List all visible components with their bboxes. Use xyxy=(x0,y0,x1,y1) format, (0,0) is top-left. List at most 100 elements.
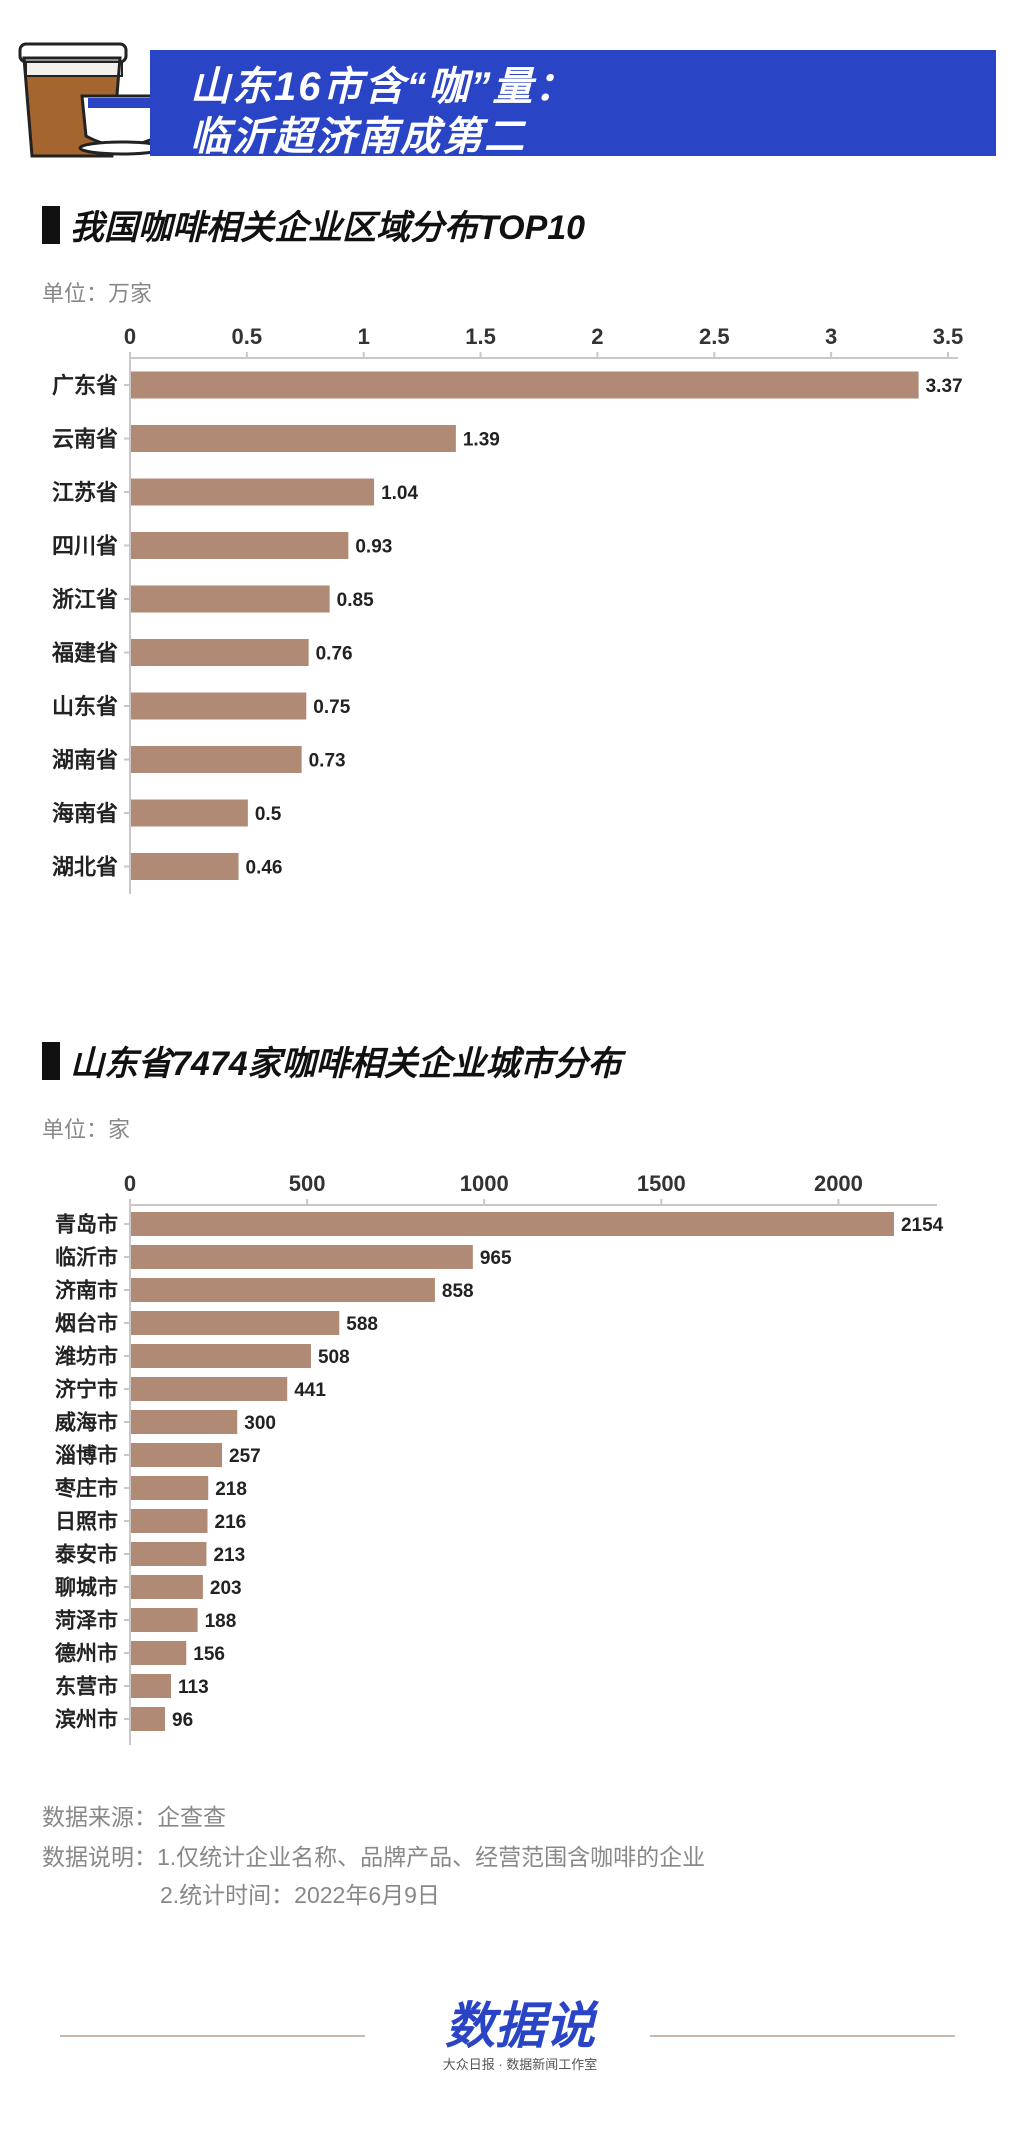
section1-title: 我国咖啡相关企业区域分布TOP10 xyxy=(42,200,585,249)
bar xyxy=(131,532,349,559)
data-source: 数据来源：企查查 xyxy=(42,1804,226,1830)
bar xyxy=(131,478,375,506)
data-label: 213 xyxy=(213,1545,245,1566)
data-label: 0.85 xyxy=(337,590,374,611)
category-label: 江苏省 xyxy=(52,480,118,505)
bar xyxy=(131,1608,198,1632)
category-label: 山东省 xyxy=(52,694,118,719)
category-label: 浙江省 xyxy=(52,587,118,612)
bar xyxy=(131,1509,208,1533)
data-label: 216 xyxy=(215,1512,247,1533)
bar xyxy=(131,1476,209,1500)
category-label: 枣庄市 xyxy=(54,1477,118,1501)
x-tick-label: 2000 xyxy=(814,1171,863,1196)
brand-logo: 数据说 大众日报 · 数据新闻工作室 xyxy=(430,1998,610,2073)
bar xyxy=(131,1344,311,1368)
bar xyxy=(131,585,330,613)
coffee-cup-icon xyxy=(18,42,178,158)
data-label: 0.46 xyxy=(246,857,283,878)
data-label: 300 xyxy=(244,1413,276,1434)
x-tick-label: 0 xyxy=(124,324,136,349)
bar xyxy=(131,799,248,827)
section1-unit: 单位：万家 xyxy=(42,281,153,306)
bar xyxy=(131,1707,166,1731)
data-label: 0.5 xyxy=(255,804,282,825)
bar xyxy=(131,1245,473,1269)
page-title-line2: 临沂超济南成第二 xyxy=(190,115,526,159)
data-label: 188 xyxy=(205,1611,237,1632)
x-tick-label: 3 xyxy=(825,324,837,349)
category-label: 海南省 xyxy=(52,801,118,826)
category-label: 福建省 xyxy=(51,640,118,665)
x-tick-label: 1000 xyxy=(460,1171,509,1196)
data-label: 588 xyxy=(346,1314,378,1335)
bar xyxy=(131,639,309,666)
title-banner: 山东16市含“咖”量： 临沂超济南成第二 xyxy=(150,50,996,159)
x-tick-label: 0.5 xyxy=(232,324,263,349)
x-tick-label: 2.5 xyxy=(699,324,730,349)
data-label: 3.37 xyxy=(926,376,963,397)
x-tick-label: 3.5 xyxy=(933,324,964,349)
data-label: 113 xyxy=(178,1677,209,1698)
bar xyxy=(131,1212,894,1236)
category-label: 烟台市 xyxy=(55,1312,118,1336)
data-label: 508 xyxy=(318,1347,350,1368)
category-label: 德州市 xyxy=(55,1642,118,1666)
bar xyxy=(131,1575,203,1599)
bar xyxy=(131,1674,172,1698)
data-label: 218 xyxy=(215,1479,247,1500)
section-marker xyxy=(42,1041,60,1080)
x-tick-label: 1.5 xyxy=(465,324,496,349)
data-label: 0.75 xyxy=(313,697,350,718)
data-label: 1.04 xyxy=(381,483,418,504)
category-label: 广东省 xyxy=(52,373,118,398)
x-tick-label: 1500 xyxy=(637,1171,686,1196)
section2-unit: 单位：家 xyxy=(42,1117,131,1142)
bar xyxy=(131,746,302,773)
data-label: 0.76 xyxy=(316,643,353,664)
section1-title-text: 我国咖啡相关企业区域分布TOP10 xyxy=(70,209,586,247)
section2-title: 山东省7474家咖啡相关企业城市分布 xyxy=(42,1036,622,1085)
data-label: 0.73 xyxy=(309,750,346,771)
bar xyxy=(131,1278,435,1302)
category-label: 聊城市 xyxy=(55,1576,118,1600)
data-label: 203 xyxy=(210,1578,242,1599)
data-label: 2154 xyxy=(901,1215,944,1236)
logo-subtitle: 大众日报 · 数据新闻工作室 xyxy=(442,2057,598,2072)
page-title-line1: 山东16市含“咖”量： xyxy=(190,65,577,109)
section-marker xyxy=(42,205,60,244)
bar xyxy=(131,371,919,399)
category-label: 潍坊市 xyxy=(55,1345,118,1369)
data-label: 156 xyxy=(193,1644,225,1665)
logo-text: 数据说 xyxy=(445,1998,595,2054)
data-label: 441 xyxy=(294,1380,326,1401)
bar xyxy=(131,1641,187,1665)
bar xyxy=(131,1377,288,1401)
data-note-line1: 数据说明：1.仅统计企业名称、品牌产品、经营范围含咖啡的企业 xyxy=(42,1844,706,1870)
category-label: 泰安市 xyxy=(54,1543,118,1567)
data-label: 858 xyxy=(442,1281,474,1302)
category-label: 四川省 xyxy=(52,533,118,558)
x-tick-label: 0 xyxy=(124,1171,136,1196)
category-label: 菏泽市 xyxy=(55,1609,118,1633)
category-label: 临沂市 xyxy=(55,1246,118,1270)
x-tick-label: 1 xyxy=(358,324,370,349)
category-label: 淄博市 xyxy=(55,1444,118,1468)
footer-divider-right xyxy=(650,2035,955,2037)
data-label: 0.93 xyxy=(355,536,392,557)
city-bar-chart: 0 500 1000 1500 2000 青岛市 2154 临沂市 965 济南市 858 烟台市 58… xyxy=(54,1171,944,1745)
data-note-line2: 2.统计时间：2022年6月9日 xyxy=(160,1882,440,1908)
bar xyxy=(131,1542,207,1566)
data-label: 1.39 xyxy=(463,429,500,450)
category-label: 云南省 xyxy=(52,426,118,451)
bar xyxy=(131,1410,238,1434)
category-label: 日照市 xyxy=(55,1510,118,1534)
footer-divider-left xyxy=(60,2035,365,2037)
category-label: 青岛市 xyxy=(55,1213,118,1237)
province-bar-chart: 0 0.5 1 1.5 2 2.5 3 3.5 广东省 3.37 云南省 1.39 江苏省 1.04 四川省… xyxy=(51,324,964,894)
category-label: 济宁市 xyxy=(55,1378,118,1402)
bar xyxy=(131,692,307,720)
x-tick-label: 2 xyxy=(591,324,603,349)
bar xyxy=(131,425,456,452)
bar xyxy=(131,1443,223,1467)
